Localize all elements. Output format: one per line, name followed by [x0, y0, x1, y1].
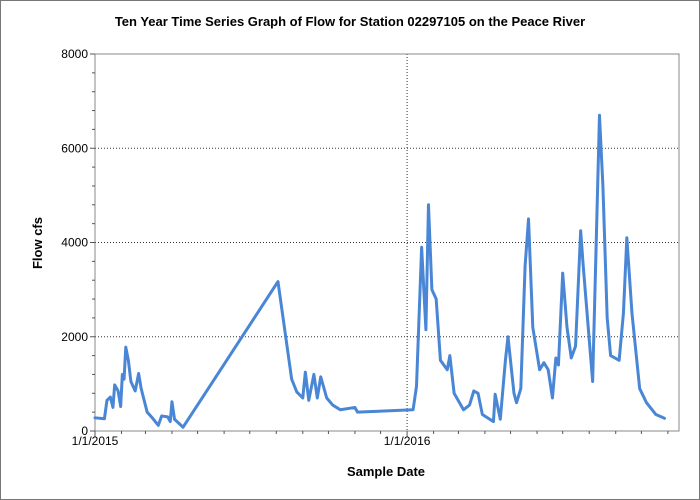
y-axis: 0 2000 4000 6000 8000 [61, 47, 95, 438]
y-tick-label: 0 [81, 424, 88, 438]
flow-series-line [93, 113, 666, 429]
y-tick-label: 6000 [61, 141, 88, 155]
y-tick-label: 2000 [61, 330, 88, 344]
x-axis-label: Sample Date [347, 464, 425, 479]
x-axis: 1/1/2015 1/1/2016 [72, 431, 669, 448]
y-tick-label: 8000 [61, 47, 88, 61]
y-axis-label: Flow cfs [30, 217, 45, 269]
x-tick-label: 1/1/2015 [72, 434, 119, 448]
x-tick-label: 1/1/2016 [384, 434, 431, 448]
chart-title: Ten Year Time Series Graph of Flow for S… [115, 14, 585, 29]
y-tick-label: 4000 [61, 236, 88, 250]
